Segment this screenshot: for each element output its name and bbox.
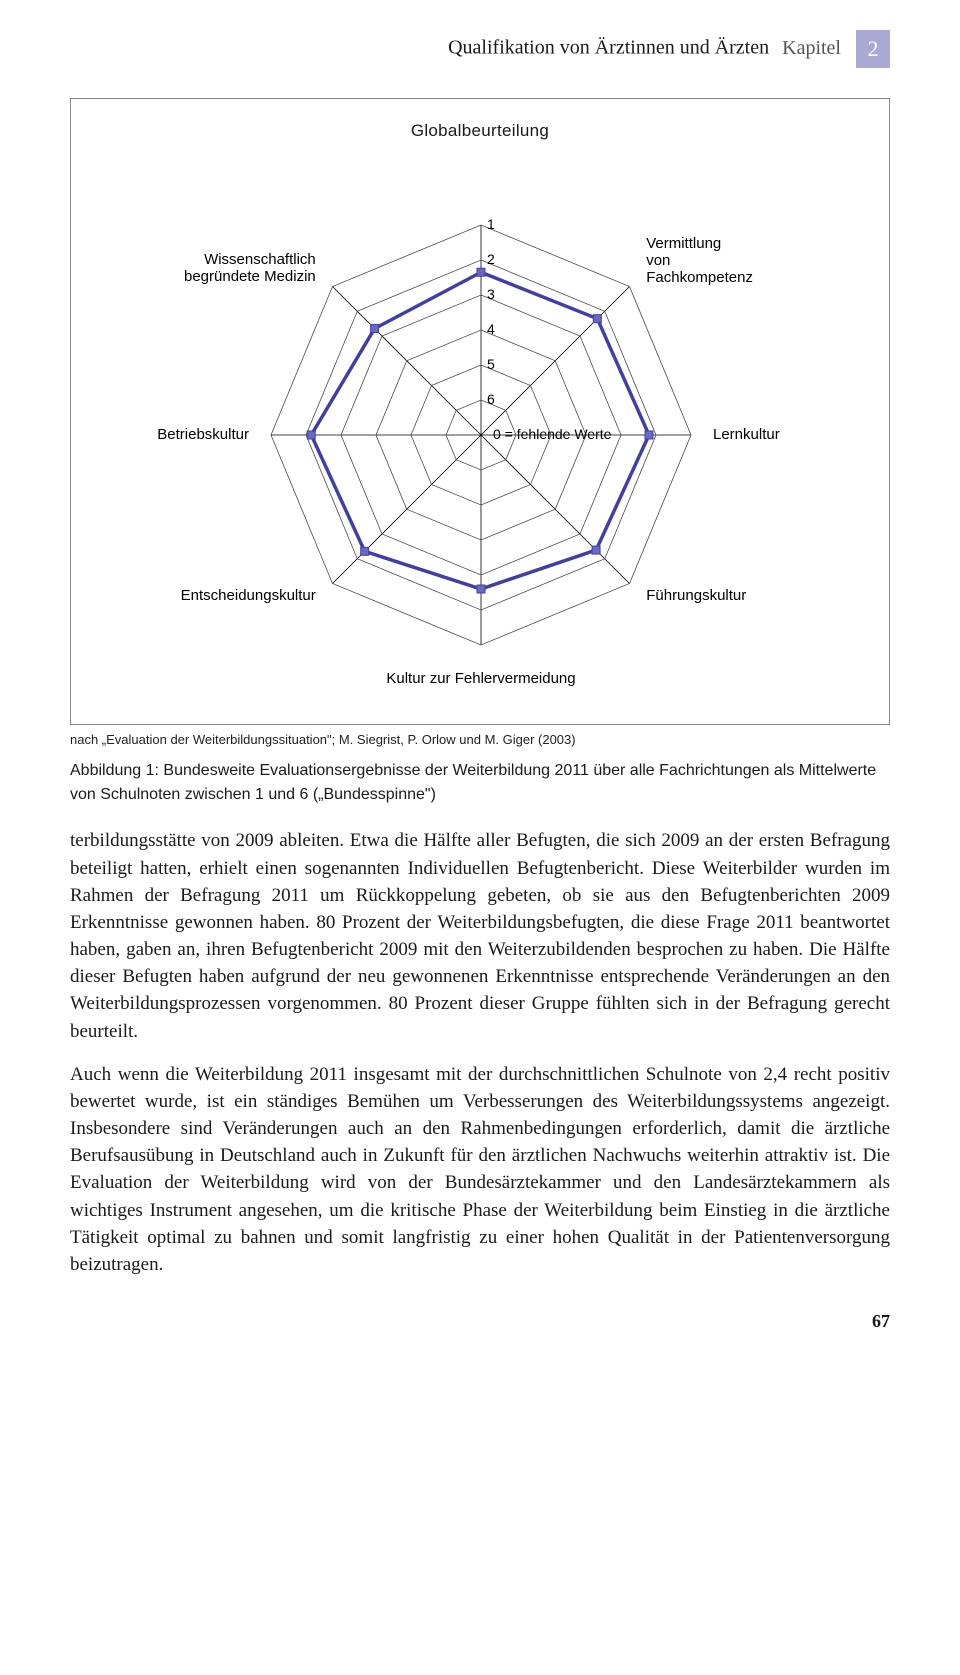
radar-chart-container: Globalbeurteilung 1 2 3 4 5 6 0 = fehlende Wer… — [70, 98, 890, 725]
section-label: Kapitel — [782, 37, 841, 59]
svg-text:Kultur zur Fehlervermeidung: Kultur zur Fehlervermeidung — [386, 670, 575, 687]
svg-text:5: 5 — [487, 356, 495, 372]
figure-caption: Abbildung 1: Bundesweite Evaluationserge… — [70, 759, 890, 807]
page-number: 67 — [70, 1308, 890, 1334]
svg-text:begründete Medizin: begründete Medizin — [184, 267, 316, 284]
chart-title: Globalbeurteilung — [91, 119, 869, 144]
svg-text:Entscheidungskultur: Entscheidungskultur — [181, 587, 316, 604]
chart-source: nach „Evaluation der Weiterbildungssitua… — [70, 731, 890, 750]
svg-text:Vermittlung: Vermittlung — [646, 234, 721, 251]
running-head: Qualifikation von Ärztinnen und Ärzten K… — [70, 30, 890, 68]
svg-text:von: von — [646, 251, 670, 268]
svg-text:4: 4 — [487, 321, 495, 337]
body-paragraph-2: Auch wenn die Weiterbildung 2011 insgesa… — [70, 1061, 890, 1278]
svg-text:Lernkultur: Lernkultur — [713, 426, 780, 443]
svg-text:0 = fehlende Werte: 0 = fehlende Werte — [493, 426, 612, 442]
running-title: Qualifikation von Ärztinnen und Ärzten — [448, 37, 769, 59]
chapter-number-box: 2 — [856, 30, 890, 68]
svg-text:3: 3 — [487, 286, 495, 302]
svg-text:Wissenschaftlich: Wissenschaftlich — [204, 250, 316, 267]
svg-text:2: 2 — [487, 251, 495, 267]
svg-text:6: 6 — [487, 391, 495, 407]
body-paragraph-1: terbildungsstätte von 2009 ableiten. Etw… — [70, 827, 890, 1044]
svg-text:1: 1 — [487, 216, 495, 232]
svg-text:Fachkompetenz: Fachkompetenz — [646, 268, 753, 285]
caption-label: Abbildung 1: — [70, 762, 159, 779]
caption-text: Bundesweite Evaluationsergebnisse der We… — [70, 762, 876, 803]
radar-chart: 1 2 3 4 5 6 0 = fehlende Werte VermittlungvonFa… — [91, 150, 871, 710]
svg-text:Führungskultur: Führungskultur — [646, 587, 746, 604]
svg-text:Betriebskultur: Betriebskultur — [157, 426, 249, 443]
